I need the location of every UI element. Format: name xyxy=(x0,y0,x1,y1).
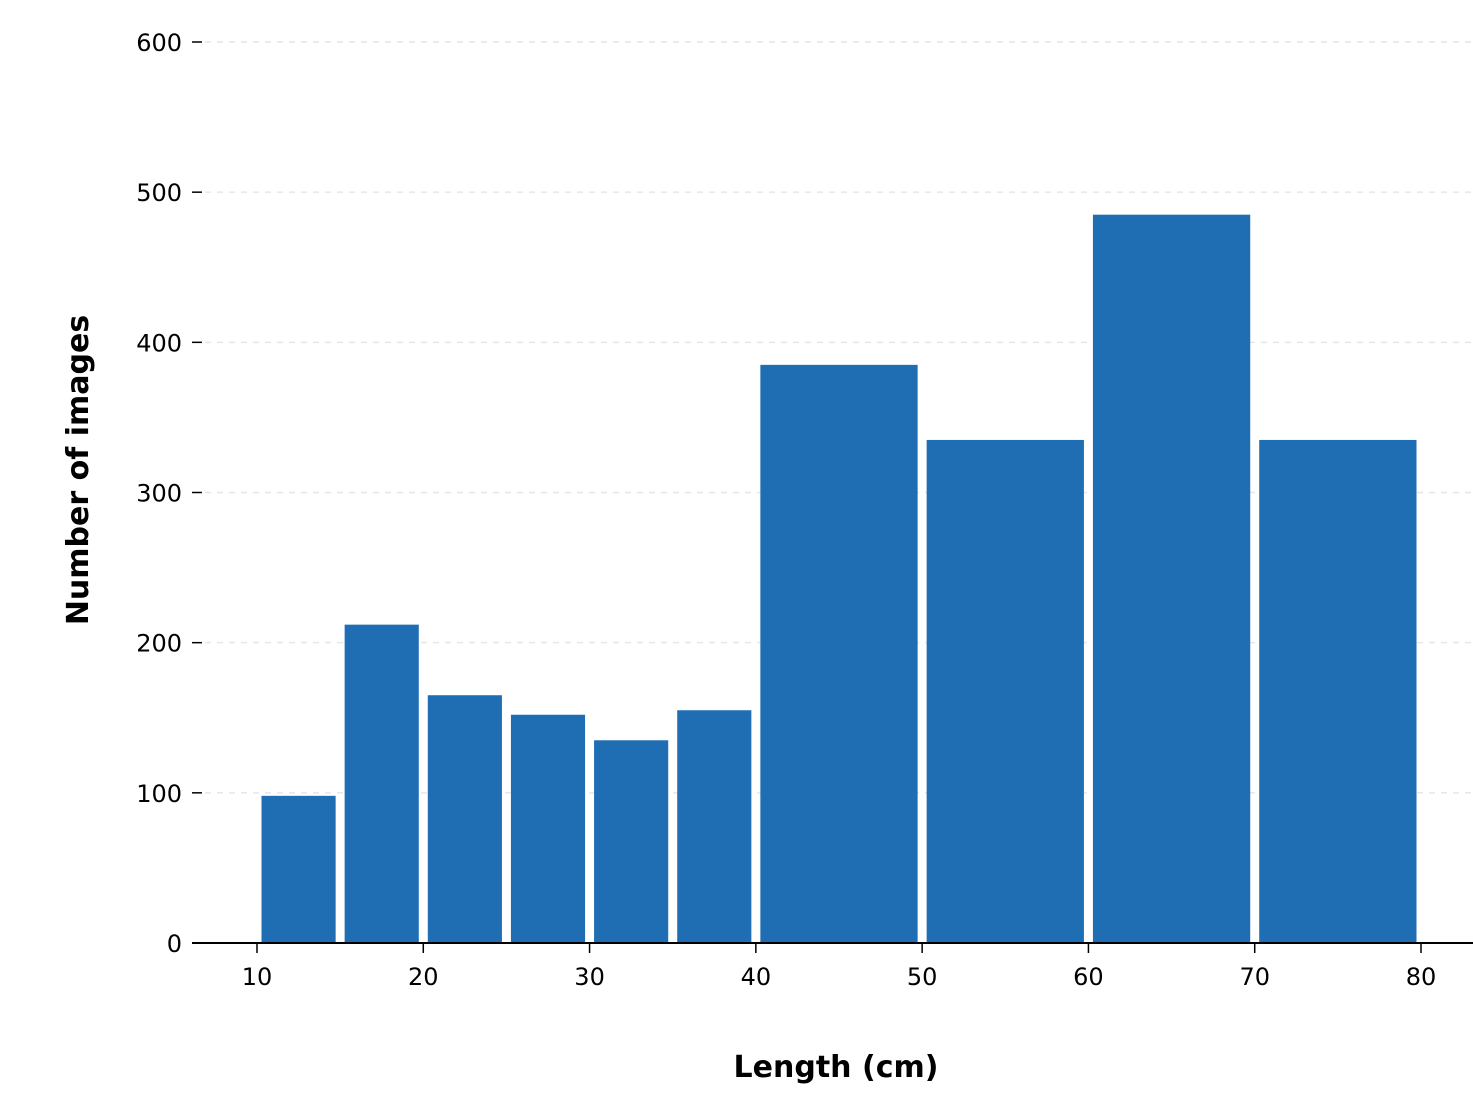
y-tick-label-300: 300 xyxy=(136,480,182,508)
y-tick-label-100: 100 xyxy=(136,780,182,808)
x-tick-label-10: 10 xyxy=(242,963,273,991)
y-tick-label-600: 600 xyxy=(136,29,182,57)
x-tick-label-30: 30 xyxy=(574,963,605,991)
y-tick-label-200: 200 xyxy=(136,630,182,658)
bar-30-35 xyxy=(594,740,669,943)
bar-15-20 xyxy=(344,624,419,943)
x-tick-label-40: 40 xyxy=(741,963,772,991)
x-axis-ticks: 10 20 30 40 50 60 70 80 xyxy=(242,943,1437,991)
bar-35-40 xyxy=(677,710,752,943)
x-axis-title: Length (cm) xyxy=(734,1050,939,1085)
y-tick-label-400: 400 xyxy=(136,329,182,357)
x-tick-label-80: 80 xyxy=(1406,963,1437,991)
x-tick-label-70: 70 xyxy=(1239,963,1270,991)
bar-50-60 xyxy=(926,439,1084,943)
y-axis-ticks: 0 100 200 300 400 500 600 xyxy=(136,29,202,958)
bar-20-25 xyxy=(427,695,502,943)
y-axis-title: Number of images xyxy=(61,315,96,625)
bars xyxy=(261,214,1417,944)
bar-25-30 xyxy=(510,714,586,943)
x-tick-label-50: 50 xyxy=(907,963,938,991)
bar-70-80 xyxy=(1259,439,1417,943)
x-tick-label-60: 60 xyxy=(1073,963,1104,991)
y-tick-label-500: 500 xyxy=(136,179,182,207)
bar-60-70 xyxy=(1092,214,1251,944)
bar-40-50 xyxy=(760,364,918,943)
bar-10-15 xyxy=(261,795,336,943)
x-tick-label-20: 20 xyxy=(408,963,439,991)
y-tick-label-0: 0 xyxy=(167,930,182,958)
